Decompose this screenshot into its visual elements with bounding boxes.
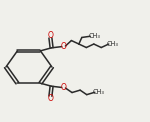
Text: O: O xyxy=(61,42,66,51)
Text: CH₃: CH₃ xyxy=(93,89,105,95)
Text: CH₃: CH₃ xyxy=(107,41,119,47)
Text: O: O xyxy=(61,83,66,92)
Text: O: O xyxy=(47,31,53,40)
Text: O: O xyxy=(47,94,53,103)
Text: CH₃: CH₃ xyxy=(88,33,101,39)
